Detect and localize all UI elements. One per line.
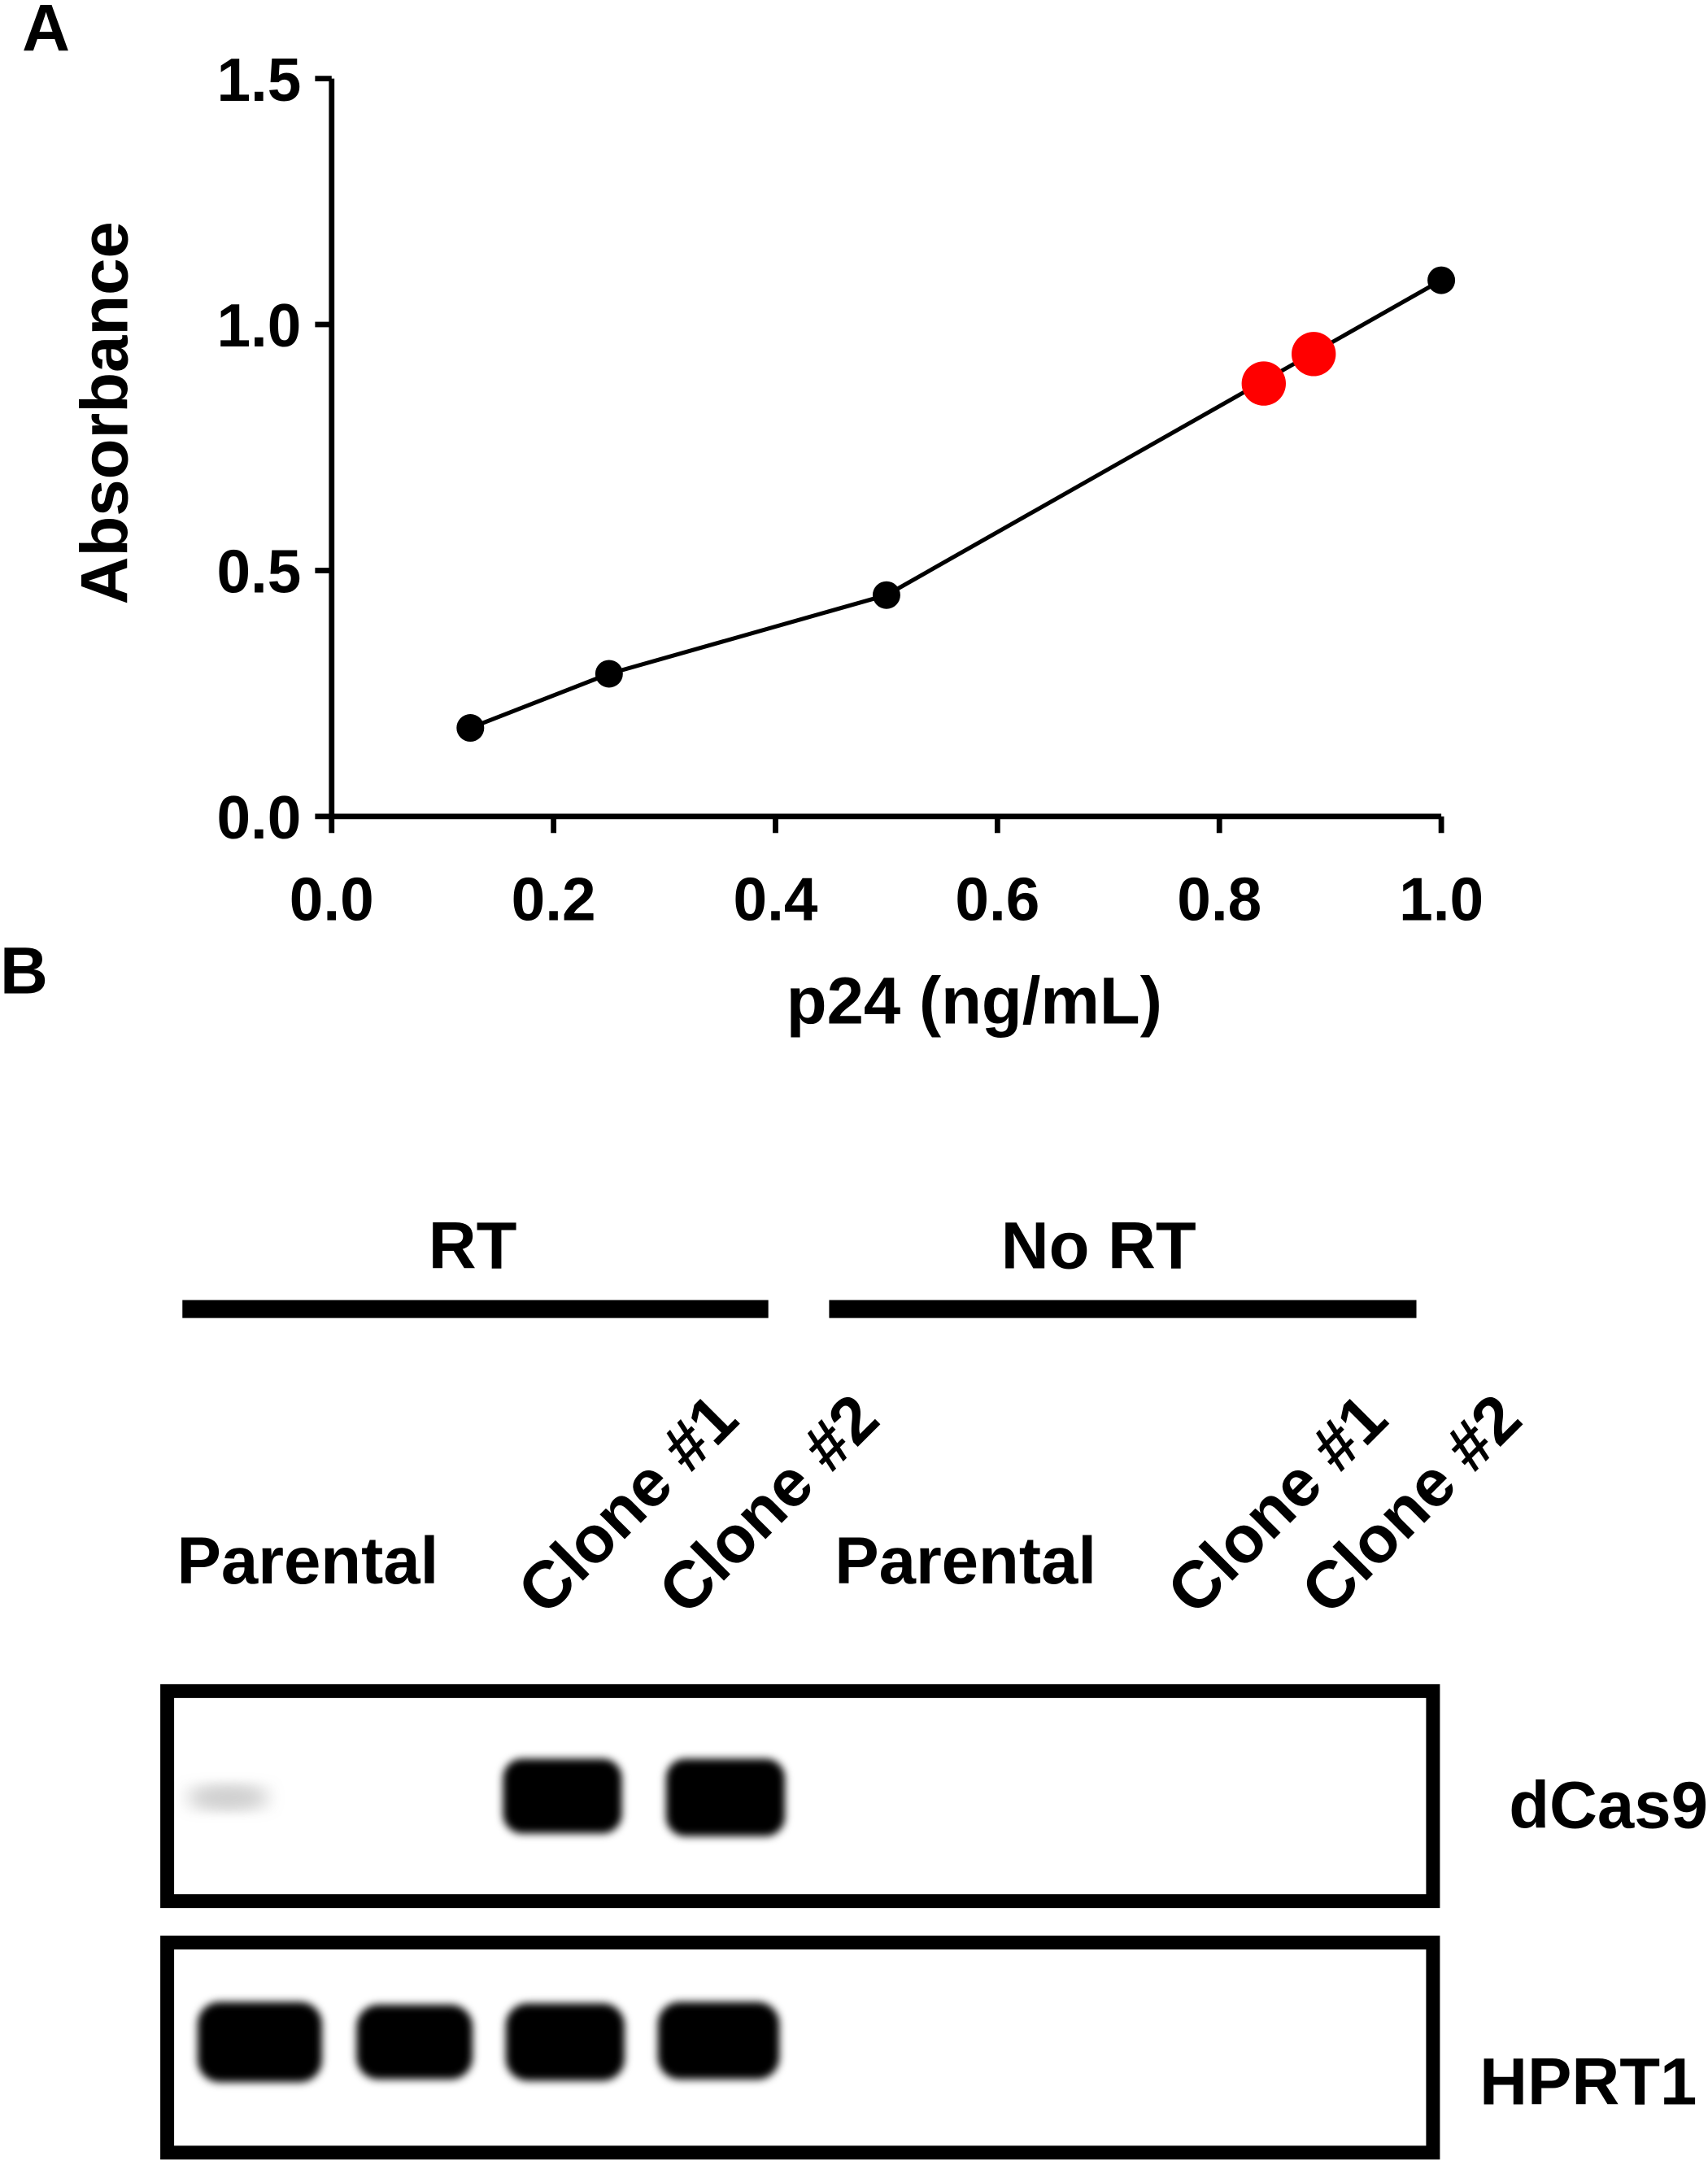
point xyxy=(1292,332,1336,377)
plot: 0.0 0.2 0.4 0.6 0.8 1.0 0.0 0.5 1.0 1.5 xyxy=(216,46,1484,934)
band xyxy=(657,2001,780,2080)
band xyxy=(503,1758,622,1834)
band xyxy=(197,2001,322,2083)
lane-label: Parental xyxy=(834,1524,1096,1598)
group-label: RT xyxy=(429,1209,517,1283)
point xyxy=(595,660,623,688)
x-tick-label: 1.0 xyxy=(1399,865,1484,933)
bands xyxy=(186,1758,786,2083)
band xyxy=(356,2005,473,2080)
y-tick-label: 0.5 xyxy=(216,538,301,606)
y-tick-label: 1.0 xyxy=(216,291,301,359)
x-tick-label: 0.8 xyxy=(1177,865,1261,933)
x-tick-label: 0.4 xyxy=(734,865,818,933)
line xyxy=(469,278,1443,730)
point xyxy=(456,714,485,743)
y-tick-label: 0.0 xyxy=(216,783,301,851)
group-bar xyxy=(829,1300,1417,1318)
x-axis-title: p24 (ng/mL) xyxy=(786,965,1162,1039)
row-label: dCas9 xyxy=(1509,1769,1708,1843)
x-tick-label: 0.6 xyxy=(955,865,1039,933)
group-bar xyxy=(182,1300,769,1318)
point xyxy=(872,581,900,609)
x-tick-label: 0.0 xyxy=(290,865,374,933)
panel-label: A xyxy=(22,0,70,66)
point xyxy=(1427,266,1456,294)
y-tick-label: 1.5 xyxy=(216,46,301,114)
panel-label: B xyxy=(0,934,48,1008)
point xyxy=(1241,361,1286,406)
gel-box xyxy=(160,1683,1440,1909)
y-axis-title: Absorbance xyxy=(68,221,142,604)
row-label: HPRT1 xyxy=(1479,2045,1697,2119)
band xyxy=(186,1784,270,1812)
band xyxy=(665,1758,786,1836)
band xyxy=(505,2003,625,2081)
group-label: No RT xyxy=(1001,1209,1196,1283)
x-tick-label: 0.2 xyxy=(512,865,596,933)
lane-label: Parental xyxy=(176,1524,438,1598)
